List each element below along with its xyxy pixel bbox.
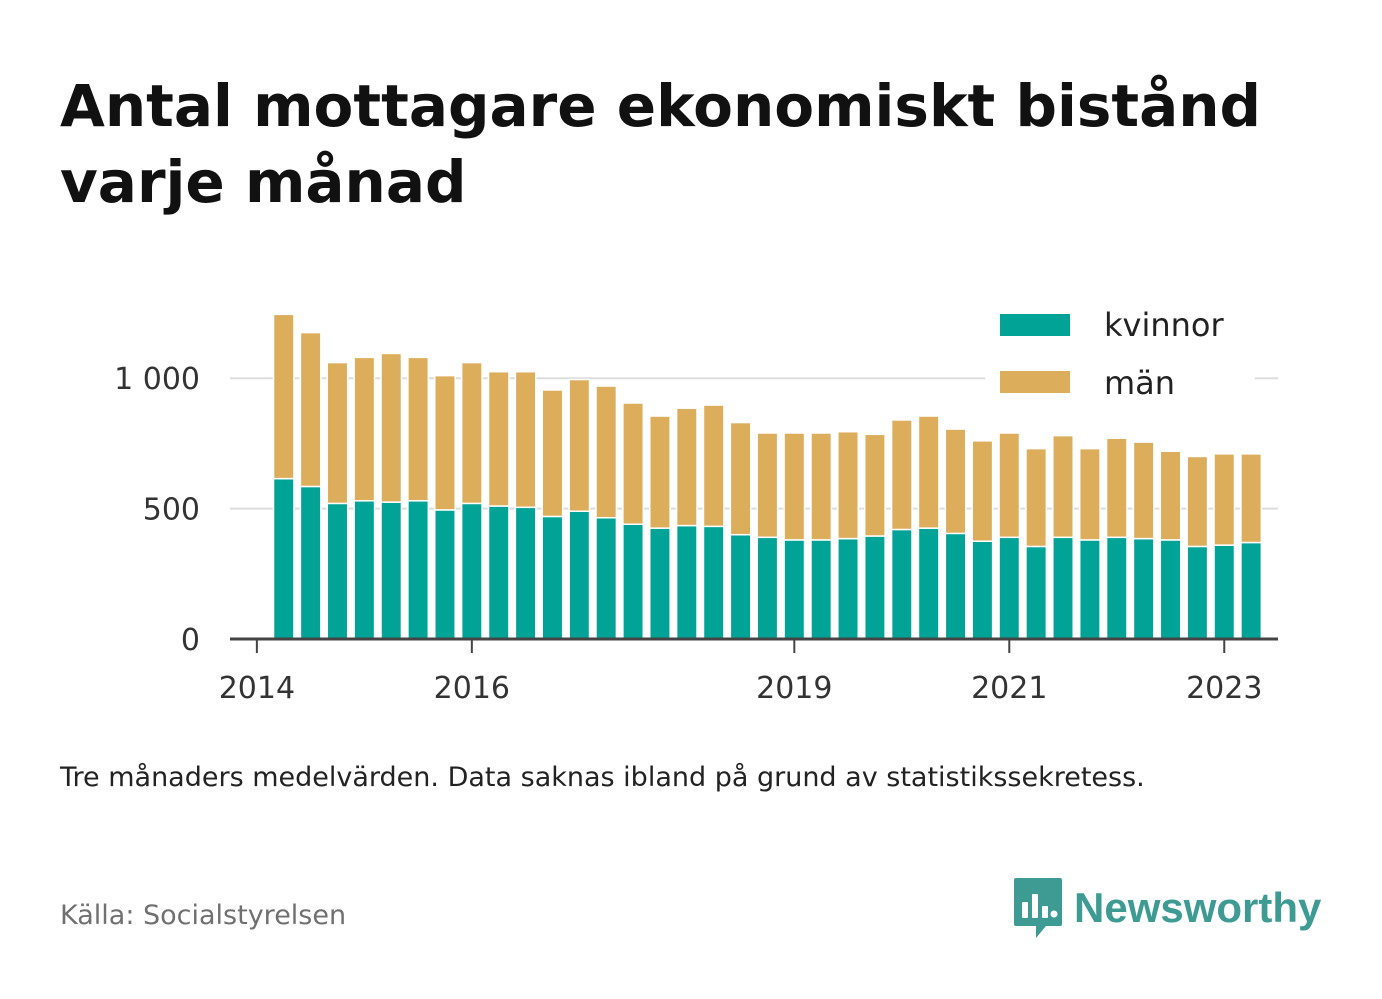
bar-man bbox=[380, 352, 403, 503]
bar-kvinnor bbox=[1078, 539, 1101, 640]
bar-kvinnor bbox=[272, 477, 295, 640]
bar-man bbox=[944, 428, 967, 535]
bar-man bbox=[326, 361, 349, 505]
stacked-bar-chart: 0 500 1 000 2014 2016 2019 2021 2023 kvinnor mä… bbox=[114, 296, 1278, 706]
bar-man bbox=[863, 433, 886, 537]
newsworthy-chart-bubble-icon bbox=[1014, 878, 1062, 938]
y-tick-label: 0 bbox=[181, 623, 200, 658]
bar-kvinnor bbox=[917, 527, 940, 640]
bar-kvinnor bbox=[487, 505, 510, 640]
bar-man bbox=[1052, 434, 1074, 539]
bar-man bbox=[1105, 437, 1128, 539]
bar-man bbox=[1132, 441, 1155, 540]
bar-man bbox=[648, 415, 671, 529]
bars bbox=[272, 313, 1263, 640]
bar-kvinnor bbox=[837, 537, 860, 640]
bar-man bbox=[434, 374, 456, 511]
bar-man bbox=[675, 407, 698, 527]
bar-kvinnor bbox=[675, 524, 698, 640]
brand-logo: Newsworthy bbox=[1012, 876, 1321, 940]
bar-kvinnor bbox=[434, 509, 456, 640]
legend-label-man: män bbox=[1104, 364, 1175, 402]
y-tick-label: 500 bbox=[143, 493, 200, 528]
x-tick-label: 2021 bbox=[971, 671, 1047, 706]
bar-kvinnor bbox=[648, 527, 671, 640]
bar-kvinnor bbox=[1105, 536, 1128, 640]
bar-man bbox=[1240, 453, 1263, 544]
x-tick-label: 2023 bbox=[1186, 671, 1262, 706]
bar-kvinnor bbox=[380, 501, 403, 640]
y-tick-label: 1 000 bbox=[114, 362, 200, 397]
bar-man bbox=[514, 370, 537, 509]
x-tick-label: 2019 bbox=[756, 671, 832, 706]
bar-man bbox=[971, 440, 994, 542]
bar-man bbox=[622, 402, 645, 526]
bar-man bbox=[595, 385, 618, 519]
bar-man bbox=[1159, 450, 1182, 541]
bar-man bbox=[810, 432, 833, 541]
bar-kvinnor bbox=[1186, 545, 1209, 640]
bar-man bbox=[783, 432, 806, 541]
bar-man bbox=[998, 432, 1021, 539]
bar-kvinnor bbox=[1240, 541, 1263, 640]
bar-kvinnor bbox=[702, 525, 725, 640]
bar-man bbox=[272, 313, 295, 480]
bar-kvinnor bbox=[890, 528, 913, 640]
bar-kvinnor bbox=[407, 500, 430, 640]
bar-man bbox=[541, 389, 564, 518]
bar-kvinnor bbox=[1132, 537, 1155, 640]
chart-title: Antal mottagare ekonomiskt bistånd varje… bbox=[60, 72, 1262, 216]
bar-kvinnor bbox=[863, 535, 886, 640]
x-tick-label: 2016 bbox=[434, 671, 510, 706]
bar-kvinnor bbox=[810, 539, 833, 640]
bar-kvinnor bbox=[568, 510, 591, 640]
bar-kvinnor bbox=[326, 502, 349, 640]
legend: kvinnor män bbox=[985, 296, 1255, 406]
bar-man bbox=[917, 415, 940, 529]
bar-man bbox=[837, 430, 860, 540]
bar-man bbox=[353, 356, 376, 502]
bar-kvinnor bbox=[1025, 545, 1048, 640]
bar-man bbox=[890, 419, 913, 531]
bar-kvinnor bbox=[460, 502, 483, 640]
source-credit: Källa: Socialstyrelsen bbox=[60, 900, 347, 931]
bar-kvinnor bbox=[971, 540, 994, 640]
bar-kvinnor bbox=[595, 516, 618, 640]
bar-kvinnor bbox=[756, 536, 779, 640]
bar-man bbox=[568, 378, 591, 512]
bar-man bbox=[460, 361, 483, 505]
bar-man bbox=[729, 421, 752, 536]
legend-swatch-kvinnor bbox=[1000, 314, 1070, 336]
bar-kvinnor bbox=[514, 506, 537, 640]
bar-man bbox=[1025, 447, 1048, 548]
bar-kvinnor bbox=[541, 515, 564, 640]
bar-man bbox=[299, 331, 322, 488]
bar-man bbox=[1213, 453, 1236, 546]
bar-kvinnor bbox=[1159, 539, 1182, 640]
legend-label-kvinnor: kvinnor bbox=[1104, 306, 1225, 344]
bar-kvinnor bbox=[944, 532, 967, 640]
bar-man bbox=[1186, 455, 1209, 548]
bar-man bbox=[407, 356, 430, 502]
bar-kvinnor bbox=[729, 533, 752, 640]
bar-kvinnor bbox=[353, 500, 376, 640]
bar-man bbox=[756, 432, 779, 539]
bar-kvinnor bbox=[299, 485, 322, 640]
legend-swatch-man bbox=[1000, 371, 1070, 393]
bar-kvinnor bbox=[998, 536, 1021, 640]
bar-kvinnor bbox=[783, 539, 806, 640]
bar-man bbox=[487, 370, 510, 507]
bar-man bbox=[702, 404, 725, 528]
axes: 0 500 1 000 2014 2016 2019 2021 2023 bbox=[114, 362, 1278, 706]
bar-kvinnor bbox=[622, 523, 645, 640]
bar-man bbox=[1078, 447, 1101, 541]
bar-kvinnor bbox=[1052, 536, 1074, 640]
brand-name: Newsworthy bbox=[1074, 884, 1322, 931]
chart-note: Tre månaders medelvärden. Data saknas ib… bbox=[60, 762, 1145, 793]
x-tick-label: 2014 bbox=[219, 671, 295, 706]
bar-kvinnor bbox=[1213, 544, 1236, 640]
